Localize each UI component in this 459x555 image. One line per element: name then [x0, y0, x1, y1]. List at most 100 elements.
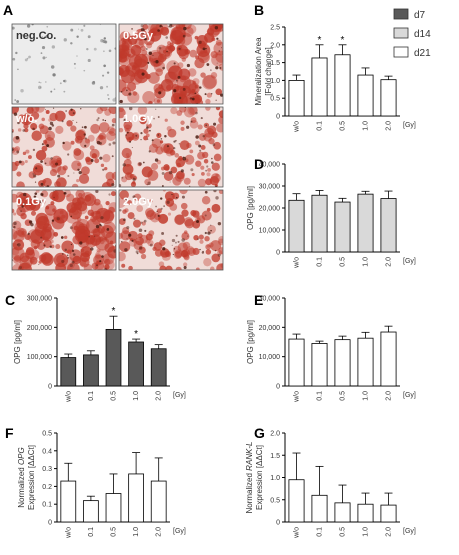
chart-panel-b: B 0 0.5 1.0 1.5 2.0 2.5 w/o * 0.1 * 0.5 1.0 2.0 [Gy] Mi… [254, 2, 416, 133]
charts-group: B 0 0.5 1.0 1.5 2.0 2.5 w/o * 0.1 * 0.5 1.0 2.0 [Gy] Mi… [5, 2, 416, 539]
panel-letter: C [5, 292, 15, 308]
bar [60, 480, 77, 523]
y-tick-label: 0.5 [270, 497, 280, 504]
svg-text:Normalized OPG: Normalized OPG [17, 447, 26, 507]
x-tick-label: 0.1 [88, 527, 95, 537]
y-tick-label: 0.3 [42, 466, 52, 473]
x-tick-label: w/o [294, 121, 301, 133]
y-tick-label: 2.0 [270, 42, 280, 49]
y-tick-label: 100,000 [27, 354, 52, 361]
significance-marker: * [112, 306, 116, 317]
y-tick-label: 1.5 [270, 453, 280, 460]
panel-letter: B [254, 2, 264, 18]
bar [380, 331, 397, 387]
svg-text:Expression [ΔΔCt]: Expression [ΔΔCt] [27, 445, 36, 510]
bar [128, 473, 144, 523]
panel-letter: G [254, 425, 265, 441]
bar [105, 493, 122, 523]
bar [334, 502, 351, 523]
bar [311, 494, 328, 523]
tile-label: w/o. [15, 113, 37, 125]
svg-text:Mineralization Area: Mineralization Area [254, 37, 263, 106]
svg-text:OPG [pg/ml]: OPG [pg/ml] [13, 320, 22, 364]
bar [288, 479, 305, 523]
y-tick-label: 1.0 [270, 475, 280, 482]
chart-panel-g: G 0 0.5 1.0 1.5 2.0 w/o 0.1 0.5 1.0 2.0 [Gy] Normali… [245, 425, 416, 539]
legend-item: d14 [393, 27, 431, 40]
y-tick-label: 0.5 [270, 96, 280, 103]
legend-item: d7 [393, 8, 426, 21]
y-tick-label: 1.5 [270, 60, 280, 67]
y-tick-label: 0 [48, 520, 52, 527]
x-tick-label: w/o [294, 527, 301, 539]
x-tick-label: 1.0 [133, 391, 140, 401]
y-tick-label: 0.4 [42, 448, 52, 455]
x-tick-label: 0.1 [317, 391, 324, 401]
legend-swatch [393, 27, 409, 39]
bar [357, 503, 374, 523]
y-tick-label: 30,000 [259, 296, 281, 303]
bar [83, 354, 99, 387]
legend-swatch [393, 8, 409, 20]
y-axis-label: Mineralization Area [Fold change] [254, 37, 273, 106]
bar [334, 201, 351, 253]
y-tick-label: 20,000 [259, 325, 281, 332]
panel-letter: D [254, 156, 264, 172]
x-tick-label: 0.5 [340, 257, 347, 267]
x-unit-label: [Gy] [403, 258, 416, 265]
x-tick-label: 0.5 [111, 527, 118, 537]
y-tick-label: 1.0 [270, 78, 280, 85]
x-tick-label: 2.0 [386, 527, 393, 537]
svg-text:OPG [pg/ml]: OPG [pg/ml] [246, 320, 255, 364]
x-tick-label: 0.1 [88, 391, 95, 401]
legend-label: d14 [414, 29, 431, 40]
panel-letter: F [5, 425, 14, 441]
x-tick-label: 1.0 [363, 121, 370, 131]
bar [334, 339, 351, 387]
y-axis-label: OPG [pg/ml] [246, 186, 255, 230]
y-tick-label: 0 [48, 384, 52, 391]
legend-item: d21 [393, 46, 431, 59]
x-tick-label: 1.0 [133, 527, 140, 537]
micrograph-tile: neg.Co. [11, 23, 117, 105]
x-unit-label: [Gy] [173, 528, 186, 535]
panel-letter-a: A [3, 2, 13, 18]
significance-marker: * [134, 329, 138, 340]
svg-text:Normalized RANK-L: Normalized RANK-L [245, 441, 254, 513]
x-tick-label: 0.1 [317, 527, 324, 537]
micrograph-tile: 2.0Gy [118, 189, 224, 271]
y-axis-label: Normalized OPG Expression [ΔΔCt] [17, 445, 36, 510]
legend-label: d21 [414, 48, 431, 59]
bar [380, 79, 397, 117]
panel-letter: E [254, 292, 263, 308]
legend: d7 d14 d21 [393, 8, 431, 59]
bar [311, 194, 328, 253]
micrograph-tile: 1.0Gy [118, 106, 224, 188]
y-tick-label: 0.1 [42, 502, 52, 509]
significance-marker: * [318, 35, 322, 46]
x-tick-label: 0.5 [340, 391, 347, 401]
tile-label: 2.0Gy [123, 196, 154, 208]
y-tick-label: 0.5 [42, 431, 52, 438]
y-tick-label: 40,000 [259, 162, 281, 169]
bar [288, 338, 305, 387]
y-tick-label: 30,000 [259, 184, 281, 191]
y-tick-label: 0 [276, 114, 280, 121]
y-axis-label: Normalized RANK-L Expression [ΔΔCt] [245, 441, 264, 513]
micrograph-tile: w/o. [11, 106, 117, 188]
x-tick-label: 2.0 [156, 527, 163, 537]
y-tick-label: 0 [276, 384, 280, 391]
chart-panel-e: E 0 10,000 20,000 30,000 w/o 0.1 0.5 1.0 2.0 [Gy] O… [246, 292, 416, 403]
significance-marker: * [341, 35, 345, 46]
bar [83, 500, 99, 523]
bar [311, 57, 328, 117]
x-tick-label: w/o [294, 257, 301, 269]
x-tick-label: 1.0 [363, 527, 370, 537]
x-unit-label: [Gy] [173, 392, 186, 399]
y-tick-label: 300,000 [27, 296, 52, 303]
chart-panel-d: D 0 10,000 20,000 30,000 40,000 w/o 0.1 0.5 1.0 2.… [246, 156, 416, 269]
micrograph-tile: 0.1Gy [11, 189, 117, 271]
svg-text:OPG [pg/ml]: OPG [pg/ml] [246, 186, 255, 230]
x-tick-label: 1.0 [363, 257, 370, 267]
x-tick-label: 2.0 [386, 121, 393, 131]
